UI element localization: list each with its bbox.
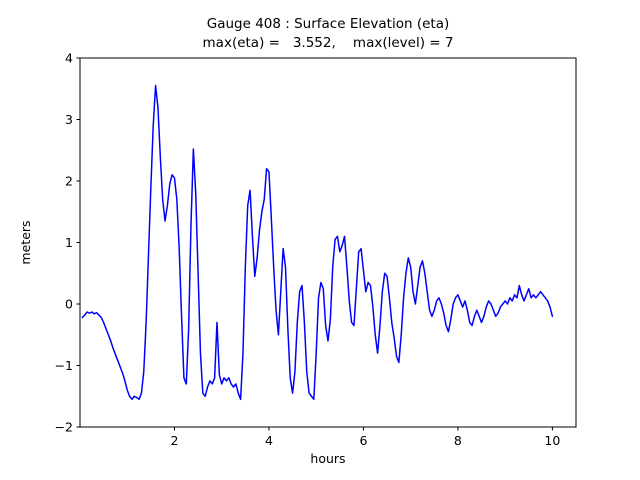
y-tick-label: −1: [55, 358, 73, 373]
x-axis-label: hours: [310, 451, 345, 466]
x-tick-label: 2: [170, 433, 178, 448]
chart-title: Gauge 408 : Surface Elevation (eta): [207, 16, 449, 32]
y-tick-label: 4: [65, 51, 73, 66]
plot-border: [79, 57, 577, 428]
x-tick-label: 6: [359, 433, 367, 448]
y-tick-label: −2: [55, 420, 73, 435]
eta-series-line: [81, 84, 554, 401]
chart-subtitle: max(eta) = 3.552, max(level) = 7: [203, 35, 454, 51]
x-axis-ticks: 2 4 6 8 10: [170, 427, 560, 448]
y-axis-label: meters: [18, 220, 33, 264]
y-tick-label: 0: [65, 297, 73, 312]
y-tick-label: 2: [65, 174, 73, 189]
x-tick-label: 4: [265, 433, 273, 448]
y-tick-label: 3: [65, 112, 73, 127]
y-axis-ticks: −2 −1 0 1 2 3 4: [55, 51, 80, 435]
x-tick-label: 10: [544, 433, 560, 448]
y-tick-label: 1: [65, 235, 73, 250]
x-tick-label: 8: [454, 433, 462, 448]
